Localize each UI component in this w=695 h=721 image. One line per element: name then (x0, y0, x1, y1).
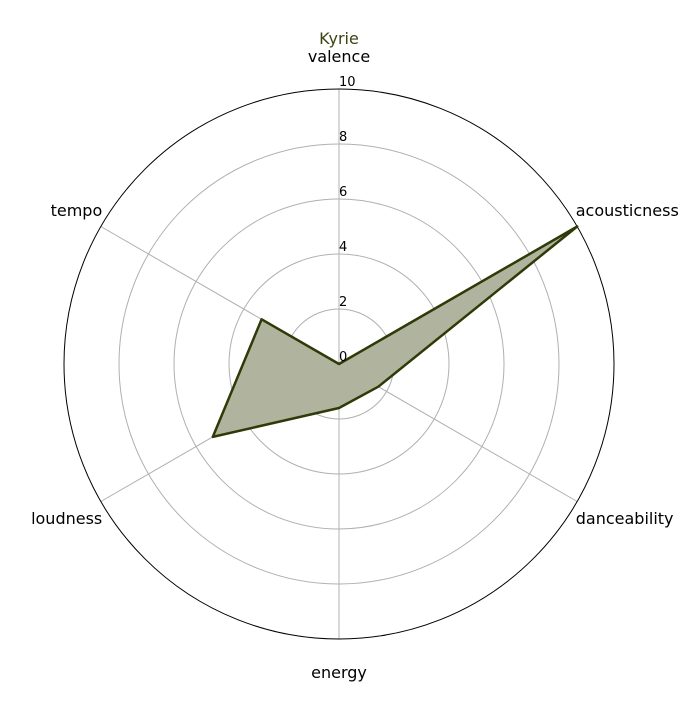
axis-label-energy: energy (311, 663, 367, 682)
series-area-0 (211, 225, 579, 439)
r-tick-label-10: 10 (339, 75, 356, 90)
axis-label-danceability: danceability (576, 509, 674, 528)
axis-label-loudness: loudness (31, 509, 102, 528)
axis-label-valence: valence (308, 47, 370, 66)
radar-series (211, 225, 579, 439)
r-tick-label-0: 0 (339, 350, 347, 365)
axis-label-tempo: tempo (51, 201, 103, 220)
chart-title: Kyrie (319, 29, 359, 48)
r-tick-label-6: 6 (339, 185, 347, 200)
outer-frame (63, 88, 615, 640)
r-tick-label-2: 2 (339, 295, 347, 310)
axis-label-acousticness: acousticness (576, 201, 679, 220)
r-tick-label-8: 8 (339, 130, 347, 145)
r-tick-label-4: 4 (339, 240, 347, 255)
radar-labels: 0 2 4 6 8 10 valence acousticness danceability en… (31, 47, 679, 682)
